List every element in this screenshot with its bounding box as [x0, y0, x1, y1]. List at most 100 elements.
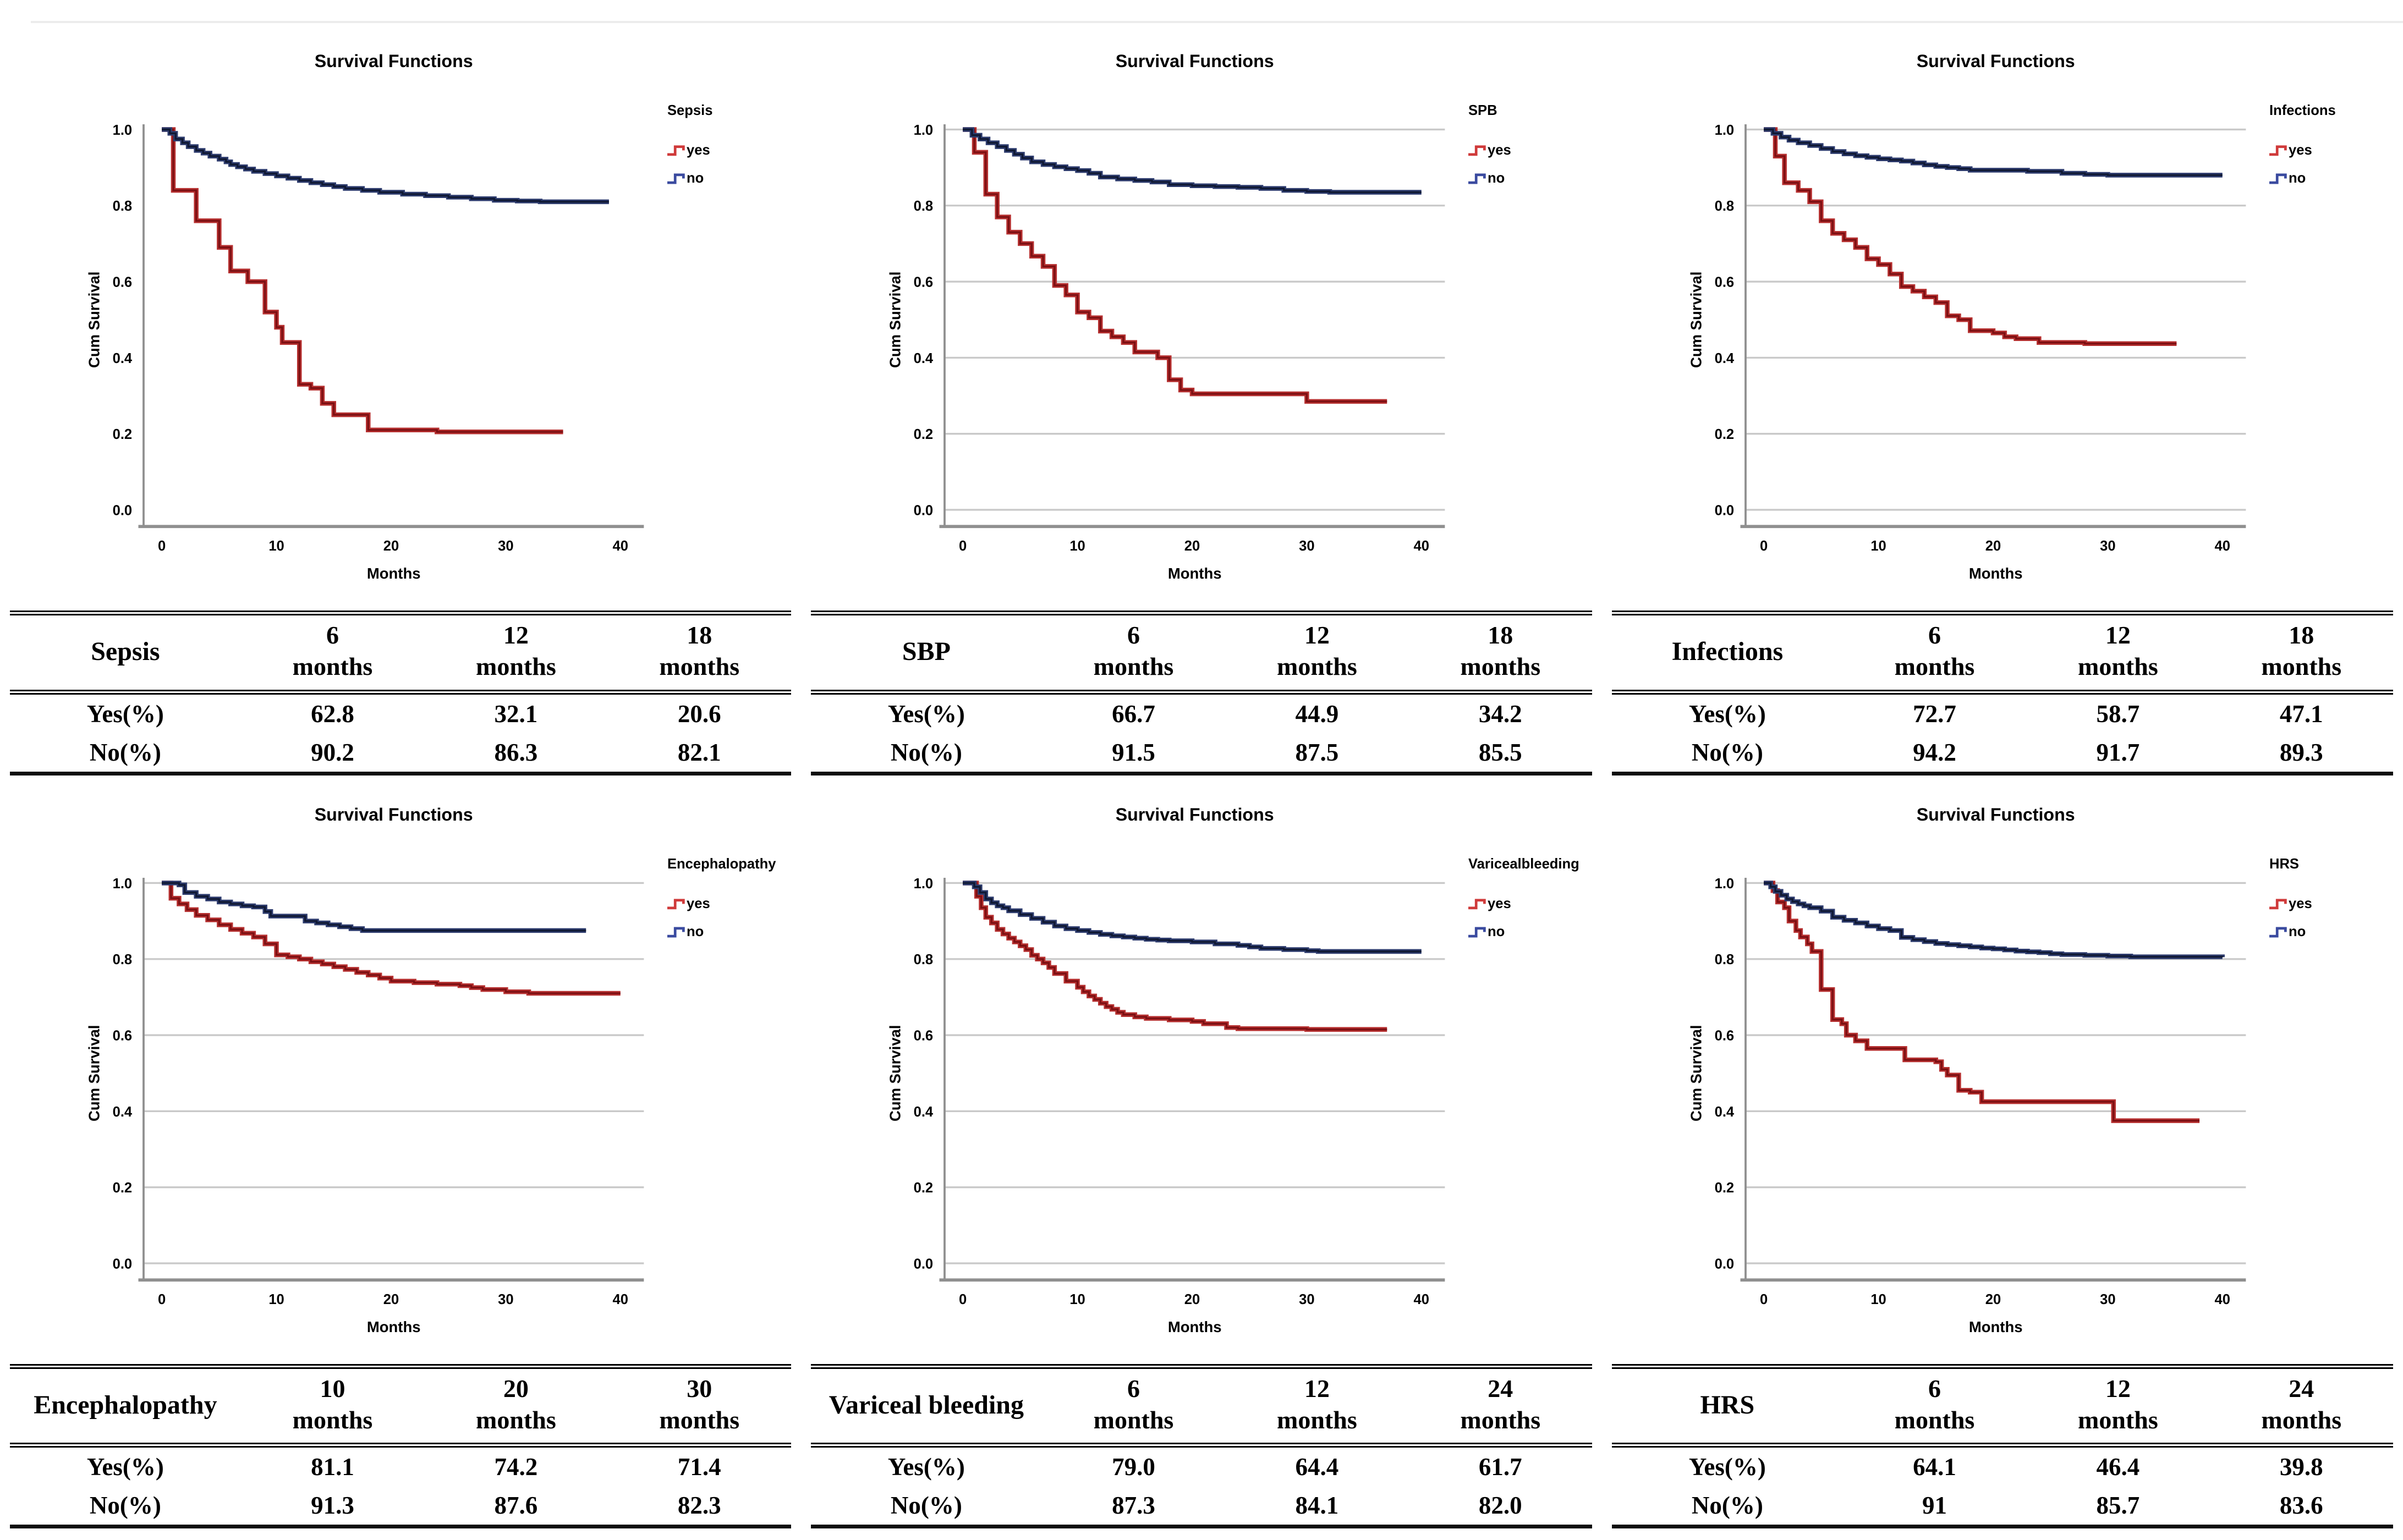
row-label: No(%) [89, 1492, 161, 1520]
y-tick-label: 0.8 [1715, 199, 1735, 214]
y-tick-label: 0.6 [113, 275, 133, 290]
legend-label: no [687, 924, 704, 939]
x-tick-label: 10 [1870, 538, 1886, 554]
y-tick-label: 0.8 [914, 199, 934, 214]
x-tick-label: 0 [959, 1292, 967, 1307]
survival-curve-core-yes [162, 882, 621, 994]
sbp-stats-table: SBP 6 months 12 months 18 months Yes(%) 66.… [811, 610, 1592, 776]
table-col-header: 12 months [424, 613, 608, 695]
sepsis-stats-table: Sepsis 6 months 12 months 18 months Yes(%) … [10, 610, 791, 776]
y-tick-label: 0.8 [914, 952, 934, 967]
legend-step-icon-no [2269, 927, 2287, 938]
table-col-header: 30 months [607, 1366, 791, 1448]
legend-step-icon-no [1468, 927, 1486, 938]
table-col-header: 12 months [1225, 613, 1409, 695]
legend-step-icon-yes [2269, 145, 2287, 156]
table-row: Yes(%) 62.8 32.1 20.6 [10, 692, 791, 733]
legend-title: SPB [1468, 103, 1497, 118]
table-cell: 87.6 [494, 1492, 538, 1520]
table-row: Yes(%) 79.0 64.4 61.7 [811, 1445, 1592, 1487]
variceal-bleeding-stats-table: Variceal bleeding 6 months 12 months 24 mon… [811, 1363, 1592, 1529]
table-row: Yes(%) 66.7 44.9 34.2 [811, 692, 1592, 733]
panel-sepsis: Survival Functions 1.0 0.8 0.6 0.4 0.2 0.0 0 10 2… [0, 25, 801, 776]
table-cell: 81.1 [311, 1453, 354, 1481]
x-tick-label: 30 [498, 1292, 513, 1307]
table-col-header: 6 months [240, 613, 425, 695]
y-axis-label: Cum Survival [1687, 271, 1704, 368]
legend-title: Varicealbleeding [1468, 856, 1579, 872]
x-axis-label: Months [1168, 1318, 1222, 1335]
y-tick-label: 0.0 [1715, 1256, 1735, 1272]
x-tick-label: 0 [1760, 1292, 1768, 1307]
y-tick-label: 0.0 [914, 503, 934, 518]
table-cell: 72.7 [1913, 700, 1956, 728]
row-label: Yes(%) [86, 700, 164, 728]
row-label: Yes(%) [1688, 1453, 1766, 1481]
table-col-header: 6 months [1041, 1366, 1226, 1448]
x-tick-label: 0 [158, 538, 166, 554]
legend-step-icon-no [667, 173, 685, 184]
survival-curve-core-no [963, 882, 1422, 953]
x-tick-label: 30 [2100, 538, 2115, 554]
table-cell: 84.1 [1295, 1492, 1339, 1520]
y-tick-label: 0.6 [1715, 275, 1735, 290]
x-tick-label: 40 [613, 1292, 628, 1307]
x-tick-label: 20 [1985, 538, 2001, 554]
panel-infections: Survival Functions 1.0 0.8 0.6 0.4 0.2 0.0 0 10 2… [1602, 25, 2403, 776]
legend-title: Infections [2269, 103, 2336, 118]
legend-label: no [687, 170, 704, 186]
legend-step-icon-yes [667, 145, 685, 156]
y-tick-label: 0.4 [1715, 1104, 1735, 1120]
table-cell: 39.8 [2279, 1453, 2323, 1481]
table-variable-header: Encephalopathy [10, 1366, 241, 1448]
survival-curve-yes [162, 127, 563, 435]
table-variable-header: Infections [1612, 613, 1843, 695]
table-cell: 83.6 [2279, 1492, 2323, 1520]
survival-curve-no [1764, 880, 2225, 959]
table-row: No(%) 91 85.7 83.6 [1612, 1486, 2393, 1527]
x-tick-label: 30 [1299, 538, 1314, 554]
y-tick-label: 0.2 [914, 1180, 934, 1196]
table-cell: 91 [1922, 1492, 1947, 1520]
survival-curve-yes [1764, 880, 2200, 1123]
y-tick-label: 0.2 [1715, 1180, 1735, 1196]
table-cell: 87.3 [1112, 1492, 1155, 1520]
row-label: Yes(%) [1688, 700, 1766, 728]
y-tick-label: 0.0 [113, 1256, 133, 1272]
row-label: Yes(%) [887, 1453, 965, 1481]
table-row: No(%) 87.3 84.1 82.0 [811, 1486, 1592, 1527]
y-tick-label: 0.4 [914, 351, 934, 366]
y-tick-label: 0.2 [113, 1180, 133, 1196]
chart-title: Survival Functions [315, 804, 473, 824]
table-cell: 74.2 [494, 1453, 538, 1481]
row-label: Yes(%) [887, 700, 965, 728]
figure-grid: Survival Functions 1.0 0.8 0.6 0.4 0.2 0.0 0 10 2… [0, 25, 2403, 1529]
chart-title: Survival Functions [315, 51, 473, 71]
legend-step-icon-yes [1468, 899, 1486, 909]
table-col-header: 12 months [2026, 1366, 2210, 1448]
table-cell: 82.0 [1478, 1492, 1522, 1520]
x-axis-label: Months [367, 565, 421, 582]
x-tick-label: 20 [1184, 538, 1200, 554]
table-col-header: 6 months [1842, 1366, 2027, 1448]
survival-curve-core-yes [963, 882, 1387, 1031]
legend-title: HRS [2269, 856, 2299, 872]
legend-step-icon-no [2269, 173, 2287, 184]
x-tick-label: 40 [613, 538, 628, 554]
chart-title: Survival Functions [1917, 804, 2075, 824]
y-tick-label: 0.6 [914, 1028, 934, 1043]
legend-label: no [2289, 924, 2306, 939]
hrs-stats-table: HRS 6 months 12 months 24 months Yes(%) 64.… [1612, 1363, 2393, 1529]
survival-curve-no [162, 127, 609, 205]
panel-sbp: Survival Functions 1.0 0.8 0.6 0.4 0.2 0.0 0 10 2… [801, 25, 1602, 776]
y-tick-label: 1.0 [914, 123, 934, 138]
legend-title: Sepsis [667, 103, 712, 118]
legend-label: no [1488, 170, 1505, 186]
legend-label: yes [687, 142, 710, 158]
y-axis-label: Cum Survival [85, 271, 102, 368]
table-cell: 66.7 [1112, 700, 1155, 728]
y-axis-label: Cum Survival [886, 1025, 903, 1121]
y-tick-label: 1.0 [113, 876, 133, 892]
x-tick-label: 10 [268, 538, 284, 554]
table-col-header: 18 months [607, 613, 791, 695]
